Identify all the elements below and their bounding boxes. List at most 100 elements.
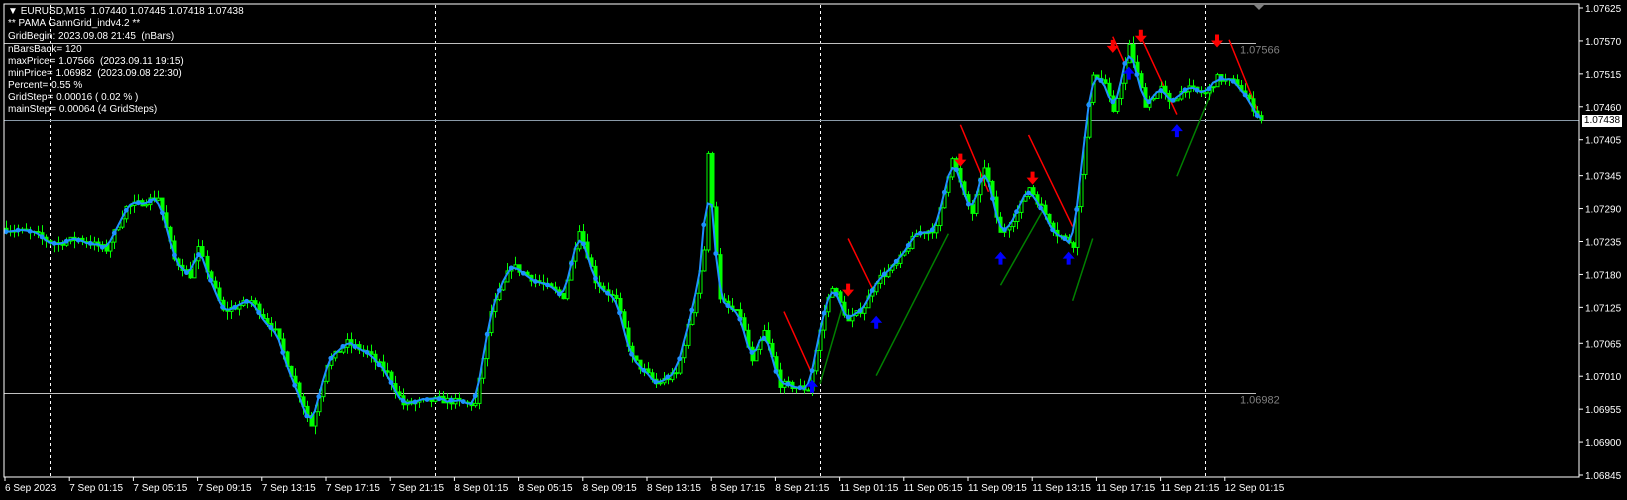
- candle-body: [622, 311, 627, 329]
- symbol-quote: EURUSD,M15 1.07440 1.07445 1.07418 1.074…: [20, 6, 244, 17]
- info-minprice: minPrice= 1.06982 (2023.09.08 22:30): [8, 68, 182, 79]
- candle-body: [273, 328, 278, 331]
- buy-arrow-icon: [870, 315, 883, 329]
- time-tick-label: 7 Sep 21:15: [390, 483, 444, 494]
- time-tick-label: 11 Sep 13:15: [1032, 483, 1091, 494]
- moving-average-point: [220, 304, 225, 310]
- sell-arrow-icon: [842, 283, 855, 297]
- price-tick-label: 1.07010: [1585, 372, 1622, 383]
- price-tick-label: 1.06845: [1585, 471, 1622, 482]
- moving-average-point: [208, 277, 213, 283]
- candle-body: [1103, 79, 1108, 84]
- current-price-label: 1.07438: [1582, 114, 1622, 127]
- moving-average-point: [520, 270, 526, 276]
- moving-average-point: [508, 265, 514, 271]
- sell-arrow-icon: [1106, 39, 1119, 53]
- price-level-label: 1.07566: [1240, 45, 1280, 57]
- down-trend-line: [1228, 39, 1262, 120]
- time-tick-label: 8 Sep 05:15: [519, 483, 573, 494]
- moving-average-point: [953, 167, 959, 173]
- up-trend-line: [1071, 238, 1094, 302]
- time-tick-label: 6 Sep 2023: [5, 483, 57, 494]
- moving-average-point: [1002, 227, 1007, 233]
- candle-body: [253, 300, 258, 305]
- moving-average-point: [172, 252, 177, 258]
- info-gridstep: GridStep= 0.00016 ( 0.02 % ): [8, 92, 139, 103]
- moving-average-point: [881, 271, 887, 277]
- time-tick-label: 8 Sep 17:15: [711, 483, 765, 494]
- up-trend-line: [819, 300, 845, 385]
- time-tick-label: 8 Sep 13:15: [647, 483, 701, 494]
- candle-body: [834, 287, 839, 293]
- moving-average-point: [845, 314, 851, 320]
- info-nbarsback: nBarsBack= 120: [8, 44, 82, 55]
- moving-average-point: [376, 362, 382, 368]
- moving-average-point: [1194, 87, 1200, 93]
- moving-average-point: [833, 291, 839, 297]
- down-trend-line: [847, 238, 873, 289]
- candle-body: [293, 375, 298, 384]
- moving-average-point: [689, 307, 695, 313]
- candle-body: [982, 167, 987, 179]
- candle-body: [690, 312, 695, 325]
- candle-body: [1203, 92, 1208, 95]
- time-tick-label: 7 Sep 17:15: [326, 483, 380, 494]
- up-trend-line: [999, 207, 1046, 286]
- candle-body: [658, 382, 663, 385]
- moving-average-point: [966, 201, 971, 207]
- candle-body: [1011, 221, 1016, 228]
- candle-body: [473, 402, 478, 407]
- moving-average-point: [352, 344, 358, 349]
- moving-average-point: [1086, 102, 1092, 108]
- moving-average-point: [268, 324, 274, 330]
- buy-arrow-icon: [806, 379, 819, 393]
- candle-body: [581, 231, 586, 243]
- moving-average-point: [15, 227, 21, 233]
- down-trend-line: [783, 311, 813, 375]
- moving-average-point: [412, 399, 418, 405]
- moving-average-point: [388, 380, 394, 385]
- candle-body: [1211, 86, 1216, 89]
- candle-body: [702, 249, 707, 272]
- moving-average-point: [244, 298, 250, 304]
- sell-arrow-icon: [1026, 171, 1039, 185]
- moving-average-point: [364, 349, 370, 355]
- price-level-label: 1.06982: [1240, 395, 1280, 407]
- moving-average-point: [1014, 209, 1019, 215]
- candle-body: [674, 372, 679, 375]
- candle-body: [742, 317, 747, 331]
- shift-marker-icon[interactable]: [1254, 5, 1264, 10]
- time-tick-label: 8 Sep 01:15: [454, 483, 508, 494]
- candle-body: [682, 344, 687, 359]
- candle-body: [1007, 226, 1012, 231]
- moving-average-point: [713, 251, 719, 256]
- price-tick-label: 1.07515: [1585, 70, 1622, 81]
- candle-body: [646, 368, 651, 374]
- candle-body: [561, 292, 566, 300]
- moving-average-point: [328, 355, 334, 361]
- moving-average-point: [1110, 99, 1116, 105]
- candle-body: [277, 328, 282, 340]
- moving-average-point: [87, 240, 93, 246]
- time-tick-label: 8 Sep 09:15: [583, 483, 637, 494]
- moving-average-point: [135, 200, 141, 206]
- time-tick-label: 11 Sep 21:15: [1161, 483, 1220, 494]
- time-tick-label: 11 Sep 01:15: [840, 483, 899, 494]
- time-tick-label: 7 Sep 01:15: [69, 483, 123, 494]
- candle-body: [734, 309, 739, 312]
- candle-body: [213, 280, 218, 289]
- moving-average-point: [653, 379, 659, 385]
- candle-body: [862, 307, 867, 314]
- indicator-name: ** PAMA GannGrid_indv4.2 **: [8, 18, 141, 29]
- time-tick-label: 11 Sep 17:15: [1096, 483, 1155, 494]
- candle-body: [1119, 82, 1124, 99]
- candle-body: [634, 355, 639, 361]
- down-trend-line: [1027, 134, 1074, 227]
- moving-average-point: [232, 304, 237, 310]
- collapse-triangle-icon[interactable]: ▼: [8, 6, 21, 17]
- moving-average-point: [532, 279, 538, 284]
- moving-average-point: [893, 258, 899, 264]
- moving-average-point: [159, 210, 165, 216]
- moving-average-point: [1158, 88, 1164, 93]
